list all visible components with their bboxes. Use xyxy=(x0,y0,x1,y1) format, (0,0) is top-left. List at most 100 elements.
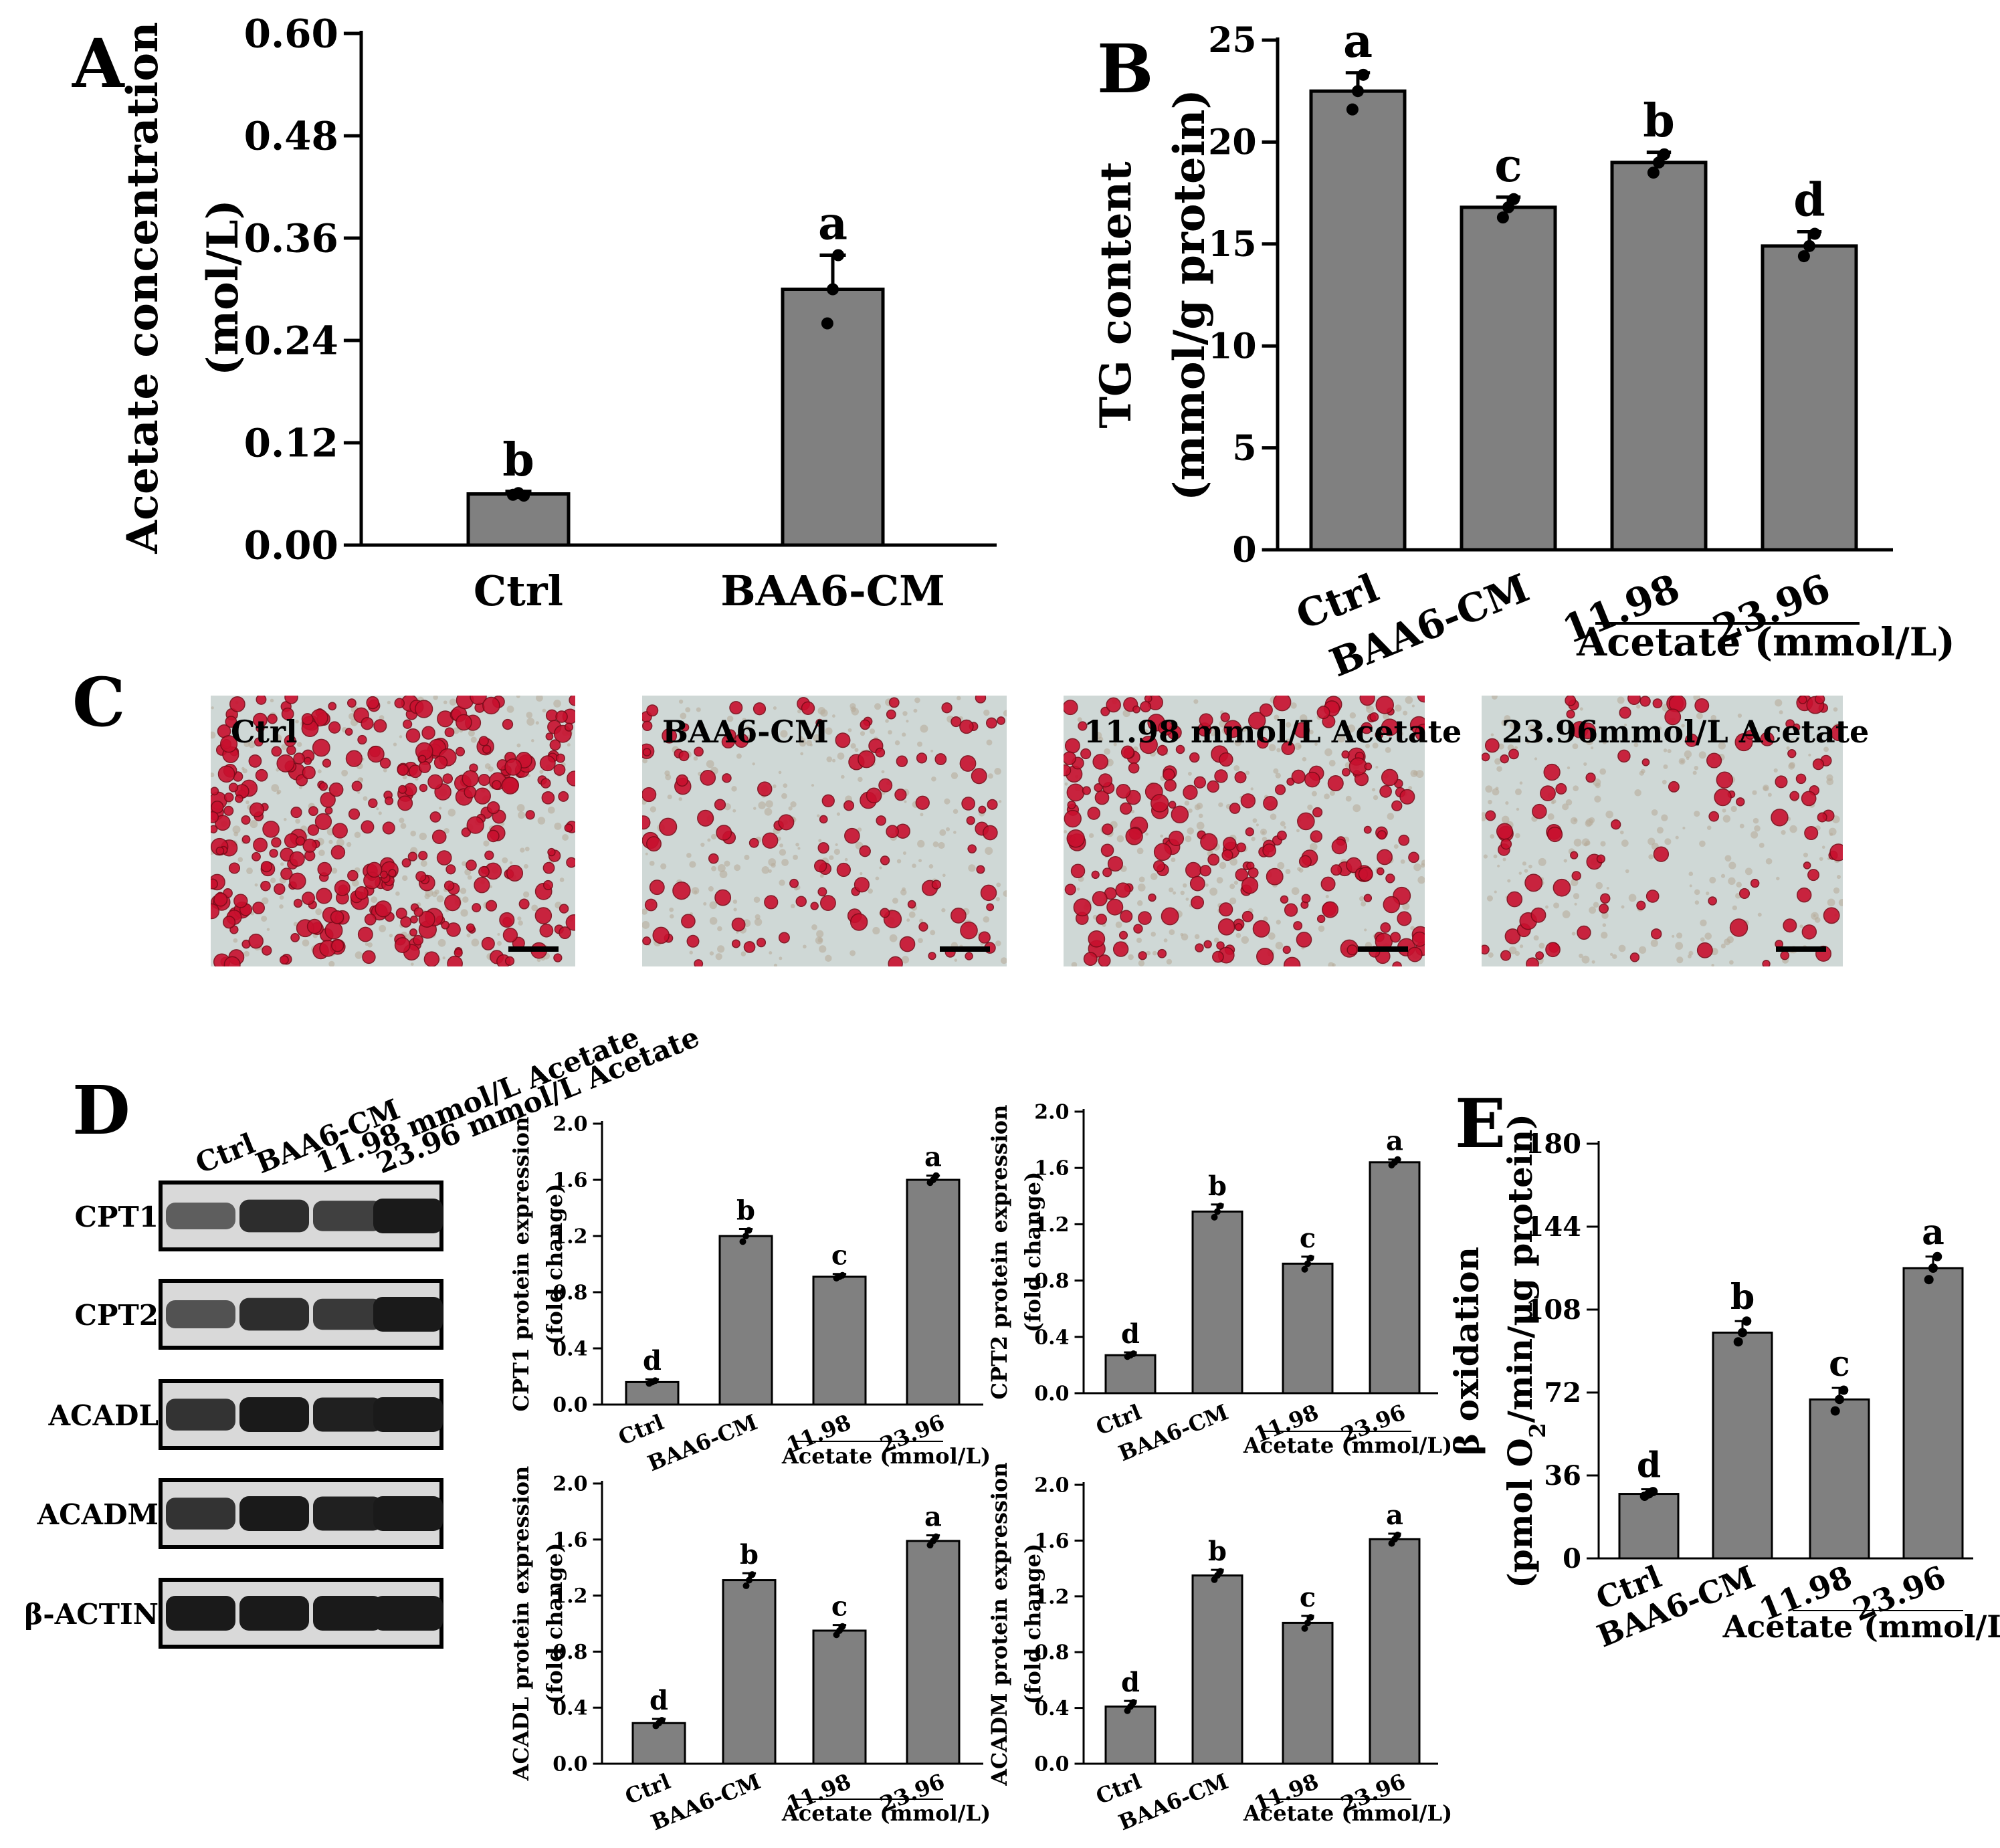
lipid-droplet xyxy=(1199,713,1213,728)
lipid-droplet xyxy=(1175,744,1185,754)
chart-e: 0 36 72 108 144 180 β oxidation (pmol O2/min/μg… xyxy=(1447,1114,2000,1654)
texture-dot xyxy=(1621,905,1625,909)
texture-dot xyxy=(1383,712,1390,720)
scale-bar xyxy=(940,946,990,952)
lipid-droplet xyxy=(1397,911,1412,926)
significance-letter: d xyxy=(649,1685,668,1716)
texture-dot xyxy=(524,846,530,851)
texture-dot xyxy=(781,793,787,799)
texture-dot xyxy=(526,712,533,718)
lipid-droplet xyxy=(1803,861,1811,869)
lipid-droplet xyxy=(1157,948,1167,958)
texture-dot xyxy=(1700,937,1705,942)
texture-dot xyxy=(1617,696,1625,704)
texture-dot xyxy=(956,696,961,701)
texture-dot xyxy=(363,796,368,801)
lipid-droplet xyxy=(961,797,975,811)
texture-dot xyxy=(1482,816,1486,821)
texture-dot xyxy=(1136,900,1143,906)
y-tick-label: 0.4 xyxy=(1034,1697,1069,1720)
significance-letter: b xyxy=(1643,94,1675,148)
texture-dot xyxy=(506,705,514,713)
texture-dot xyxy=(1618,944,1626,952)
lipid-droplet xyxy=(1078,721,1088,731)
lipid-droplet xyxy=(1120,802,1132,815)
lipid-droplet xyxy=(361,820,375,834)
texture-dot xyxy=(1298,867,1304,873)
lipid-droplet xyxy=(1508,748,1519,760)
lipid-droplet xyxy=(1540,785,1556,802)
lipid-droplet xyxy=(1645,890,1660,903)
lipid-droplet xyxy=(344,728,353,736)
panel-letter-b: B xyxy=(1097,29,1154,108)
lipid-droplet xyxy=(985,717,997,729)
texture-dot xyxy=(732,809,736,813)
data-point xyxy=(932,1533,940,1540)
lipid-droplet xyxy=(836,862,851,878)
texture-dot xyxy=(328,960,335,966)
lipid-droplet xyxy=(478,865,490,878)
texture-dot xyxy=(420,859,427,867)
blot-band xyxy=(239,1199,309,1233)
lipid-droplet xyxy=(1138,951,1147,960)
lipid-droplet xyxy=(1148,893,1157,902)
texture-dot xyxy=(917,839,925,848)
lipid-droplet xyxy=(1320,876,1336,892)
texture-dot xyxy=(1136,847,1144,855)
lipid-droplet xyxy=(1817,812,1827,823)
texture-dot xyxy=(1833,707,1838,712)
texture-dot xyxy=(642,908,647,915)
lipid-droplet xyxy=(481,936,495,950)
texture-dot xyxy=(1791,738,1795,742)
texture-dot xyxy=(1751,831,1759,839)
lipid-droplet xyxy=(1263,796,1278,811)
y-tick-label: 0.24 xyxy=(244,318,338,363)
lipid-droplet xyxy=(279,955,289,965)
texture-dot xyxy=(1583,842,1588,847)
lipid-droplet xyxy=(540,778,551,789)
texture-dot xyxy=(1709,876,1716,884)
lipid-droplet xyxy=(304,756,312,765)
y-axis-title: CPT1 protein expression xyxy=(508,1117,534,1412)
lipid-droplet xyxy=(1223,720,1242,738)
texture-dot xyxy=(1294,742,1302,750)
lipid-droplet xyxy=(322,758,332,768)
blot-band xyxy=(166,1399,235,1431)
texture-dot xyxy=(1574,902,1577,906)
lipid-droplet xyxy=(1064,764,1072,777)
y-tick-label: 2.0 xyxy=(1034,1474,1069,1498)
lipid-droplet xyxy=(324,807,333,815)
lipid-droplet xyxy=(410,915,418,924)
lipid-droplet xyxy=(1377,849,1393,865)
lipid-droplet xyxy=(1100,706,1110,716)
texture-dot xyxy=(809,743,813,747)
y-axis-subtitle: (fold change) xyxy=(542,1184,567,1345)
lipid-droplet xyxy=(1775,775,1788,789)
lipid-droplet xyxy=(795,896,807,908)
significance-letter: c xyxy=(1300,1582,1316,1613)
lipid-droplet xyxy=(1219,902,1233,917)
lipid-droplet xyxy=(978,931,991,944)
lipid-droplet xyxy=(1277,830,1287,841)
lipid-droplet xyxy=(714,799,726,811)
lipid-droplet xyxy=(1140,701,1152,713)
texture-dot xyxy=(1262,831,1265,835)
data-point xyxy=(1352,85,1364,98)
panel-letter-d: D xyxy=(72,1071,130,1150)
blot-band xyxy=(166,1300,235,1329)
texture-dot xyxy=(874,703,882,710)
lipid-droplet xyxy=(1496,823,1513,840)
lipid-droplet xyxy=(1399,789,1415,805)
texture-dot xyxy=(920,813,924,817)
lipid-droplet xyxy=(888,956,903,966)
lipid-droplet xyxy=(295,836,306,846)
y-tick-label: 2.0 xyxy=(553,1473,587,1496)
lipid-droplet xyxy=(1185,861,1202,878)
lipid-droplet xyxy=(415,700,433,718)
texture-dot xyxy=(753,807,757,810)
lipid-droplet xyxy=(1158,720,1174,736)
significance-letter: c xyxy=(1300,1223,1316,1254)
lipid-droplet xyxy=(482,744,492,754)
texture-dot xyxy=(1000,957,1007,964)
lipid-droplet xyxy=(1798,696,1807,704)
